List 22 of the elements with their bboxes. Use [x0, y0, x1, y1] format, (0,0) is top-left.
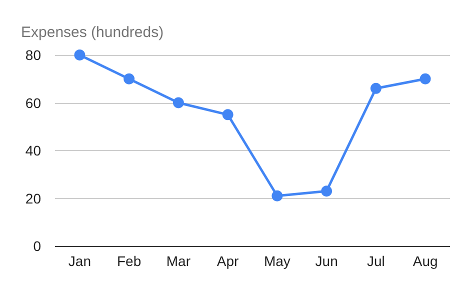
- point: [370, 82, 382, 94]
- y-tick-label: 20: [25, 190, 42, 206]
- point: [172, 97, 184, 108]
- x-tick-label: Aug: [412, 253, 438, 269]
- point: [74, 50, 86, 60]
- point: [272, 190, 283, 202]
- y-tick-label: 80: [25, 47, 42, 63]
- x-tick-label: Jan: [68, 253, 91, 269]
- point: [420, 73, 431, 84]
- point: [321, 186, 332, 197]
- x-tick-label: Feb: [117, 253, 142, 269]
- y-tick-label: 0: [33, 238, 42, 254]
- point: [124, 73, 135, 84]
- y-tick-label: 60: [25, 94, 42, 111]
- x-tick-label: Jun: [315, 253, 338, 269]
- chart-title: Expenses (hundreds): [21, 24, 164, 41]
- x-tick-label: Apr: [216, 253, 240, 269]
- y-tick-label: 40: [25, 142, 42, 158]
- point: [222, 109, 234, 120]
- x-tick-label: May: [264, 253, 290, 269]
- x-tick-label: Jul: [366, 253, 385, 269]
- x-tick-label: Mar: [166, 253, 191, 269]
